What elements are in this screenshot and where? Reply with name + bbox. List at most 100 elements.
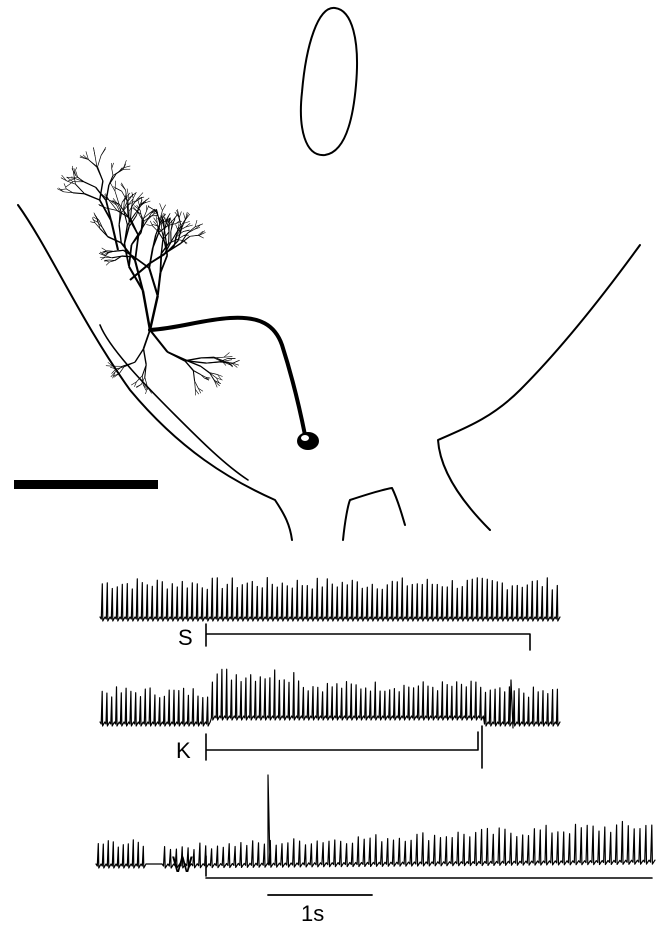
dendrite-segment	[140, 219, 148, 231]
dendrite-segment	[66, 176, 74, 182]
dendrite-segment	[107, 250, 115, 252]
dendrite-segment	[158, 224, 169, 233]
dendrite-segment	[213, 357, 223, 363]
dendrite-segment	[127, 200, 136, 206]
dendrite-segment	[124, 192, 127, 200]
dendrite-segment	[199, 232, 206, 236]
dendrite-segment	[160, 242, 170, 255]
dendrite-segment	[173, 236, 178, 247]
dendrite-segment	[98, 253, 105, 256]
dendrite-segment	[170, 231, 178, 243]
dendrite-segment	[139, 201, 145, 207]
dendrite-segment	[149, 220, 153, 227]
dendrite-segment	[200, 365, 210, 374]
dendrite-segment	[177, 228, 183, 241]
dendrite-segment	[162, 228, 166, 240]
dendrite-segment	[121, 255, 135, 258]
dendrite-segment	[134, 348, 145, 363]
dendrite-segment	[165, 215, 169, 221]
dendrite-segment	[213, 356, 224, 359]
dendrite-segment	[107, 236, 122, 244]
dendrite-segment	[92, 216, 100, 221]
dendrite-segment	[111, 162, 114, 169]
dendrite-segment	[110, 220, 120, 251]
dendrite-segment	[156, 209, 159, 217]
dendrite-segment	[181, 217, 187, 225]
dendrite-segment	[110, 366, 116, 370]
dendrite-segment	[185, 224, 193, 228]
dendrite-segment	[223, 356, 233, 358]
dendrite-segment	[126, 188, 130, 199]
dendrite-segment	[94, 222, 101, 229]
dendrite-segment	[123, 243, 130, 267]
dendrite-segment	[177, 224, 180, 230]
dendrite-segment	[98, 220, 103, 229]
dendrite-segment	[61, 174, 67, 182]
tissue-outline-inner	[99, 324, 249, 481]
dendrite-segment	[126, 212, 137, 226]
dendrite-segment	[97, 155, 102, 168]
dendrite-segment	[98, 199, 112, 222]
dendrite-segment	[121, 191, 128, 202]
dendrite-segment	[94, 215, 100, 221]
dendrite-segment	[118, 224, 122, 243]
dendrite-segment	[56, 188, 64, 193]
dendrite-segment	[216, 377, 223, 381]
dendrite-segment	[66, 188, 74, 194]
dendrite-segment	[124, 192, 131, 200]
dendrite-segment	[175, 220, 182, 224]
dendrite-segment	[224, 360, 233, 366]
dendrite-segment	[147, 387, 152, 394]
dendrite-segment	[160, 239, 164, 254]
dendrite-segment	[209, 372, 218, 375]
dendrite-segment	[155, 215, 158, 224]
dendrite-segment	[143, 210, 147, 219]
dendrite-segment	[65, 181, 74, 188]
dendrite-segment	[199, 230, 205, 236]
dendrite-segment	[223, 352, 230, 358]
dendrite-segment	[63, 191, 74, 194]
dendrite-segment	[182, 230, 190, 232]
dendrite-segment	[88, 159, 98, 168]
dendrite-segment	[179, 227, 182, 232]
dendrite-segment	[197, 230, 204, 236]
dendrite-segment	[103, 252, 109, 255]
dendrite-segment	[71, 168, 76, 176]
dendrite-segment	[143, 212, 151, 219]
trace-label-k: K	[176, 738, 191, 763]
dendrite-segment	[111, 368, 117, 374]
dendrite-segment	[194, 220, 198, 227]
dendrite-segment	[205, 361, 219, 364]
dendrite-segment	[96, 167, 104, 182]
dendrite-segment	[111, 168, 114, 176]
dendrite-segment	[137, 192, 144, 199]
dendrite-segment	[159, 255, 169, 274]
dendrite-segment	[176, 210, 180, 219]
dendrite-segment	[126, 200, 129, 217]
dendrite-segment	[137, 199, 140, 207]
dendrite-segment	[179, 226, 181, 232]
dendrite-segment	[84, 193, 100, 201]
dendrite-segment	[166, 219, 169, 226]
dendrite-segment	[205, 377, 211, 379]
dendrite-segment	[132, 192, 137, 199]
dendrite-segment	[197, 234, 204, 239]
dendrite-segment	[146, 224, 153, 227]
dendrite-segment	[127, 201, 130, 212]
dendrite-segment	[117, 204, 122, 213]
dendrite-segment	[192, 370, 196, 381]
dendrite-segment	[176, 231, 184, 237]
dendrite-segment	[75, 183, 85, 195]
dendrite-segment	[140, 218, 144, 231]
dendrite-segment	[134, 260, 144, 291]
dendrite-segment	[131, 198, 134, 207]
dendrite-segment	[92, 219, 98, 223]
stimulus-bar-w	[205, 855, 653, 879]
dendrite-segment	[118, 212, 121, 225]
dendrite-segment	[123, 224, 129, 245]
dendrite-segment	[149, 253, 165, 265]
trace-w	[95, 774, 656, 869]
dendrite-segment	[123, 163, 127, 170]
dendrite-segment	[146, 213, 152, 221]
